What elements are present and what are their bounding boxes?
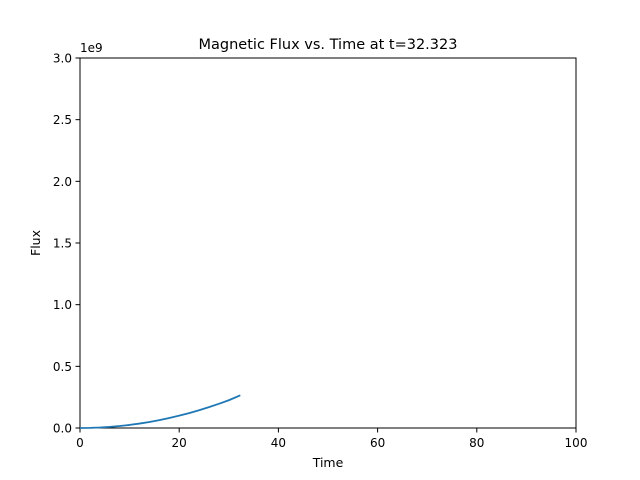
x-axis-label: Time [312, 455, 344, 470]
x-tick-label: 40 [271, 436, 286, 450]
x-tick-label: 60 [370, 436, 385, 450]
x-axis: 0 20 40 60 80 100 [76, 428, 587, 450]
series-line [79, 394, 241, 429]
x-tick-label: 100 [565, 436, 588, 450]
y-tick-label: 2.5 [53, 113, 72, 127]
x-tick-label: 20 [172, 436, 187, 450]
x-tick-label: 0 [76, 436, 84, 450]
y-tick-label: 2.0 [53, 175, 72, 189]
y-offset-text: 1e9 [80, 41, 103, 55]
series-layer [79, 394, 241, 429]
y-tick-label: 0.0 [53, 422, 72, 436]
y-tick-label: 3.0 [53, 52, 72, 66]
y-axis-label: Flux [28, 230, 43, 256]
chart-title: Magnetic Flux vs. Time at t=32.323 [199, 37, 458, 53]
plot-area: 0 20 40 60 80 100 0.0 0.5 1.0 1.5 2.0 2.5 3.0 [53, 52, 588, 451]
y-tick-label: 0.5 [53, 360, 72, 374]
y-tick-label: 1.0 [53, 298, 72, 312]
y-axis: 0.0 0.5 1.0 1.5 2.0 2.5 3.0 [53, 52, 80, 436]
x-tick-label: 80 [469, 436, 484, 450]
y-tick-label: 1.5 [53, 237, 72, 251]
